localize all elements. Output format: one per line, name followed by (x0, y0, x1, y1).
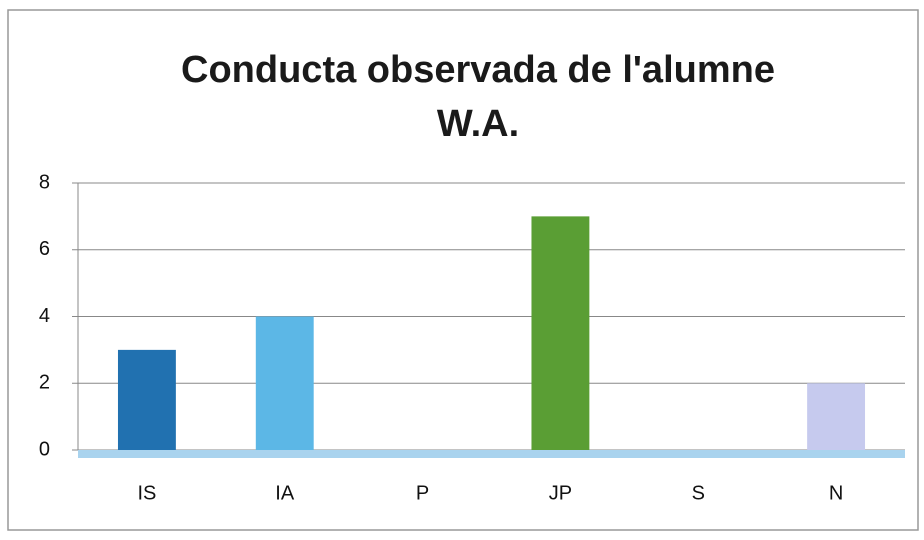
chart-title: Conducta observada de l'alumne (181, 49, 775, 91)
y-tick-label: 8 (39, 171, 50, 193)
y-tick-label: 6 (39, 238, 50, 260)
x-tick-label: P (416, 482, 429, 504)
x-tick-label: IS (137, 482, 156, 504)
x-tick-label: IA (275, 482, 295, 504)
chart-title-line2: W.A. (437, 103, 519, 145)
y-tick-label: 2 (39, 372, 50, 394)
y-tick-label: 4 (39, 305, 50, 327)
floor (78, 450, 905, 458)
bar (807, 383, 866, 450)
y-tick-label: 0 (39, 438, 50, 460)
bar (255, 316, 314, 450)
bar (117, 349, 176, 450)
x-tick-label: N (829, 482, 843, 504)
x-tick-label: JP (549, 482, 572, 504)
bar (531, 216, 590, 450)
x-tick-label: S (692, 482, 705, 504)
